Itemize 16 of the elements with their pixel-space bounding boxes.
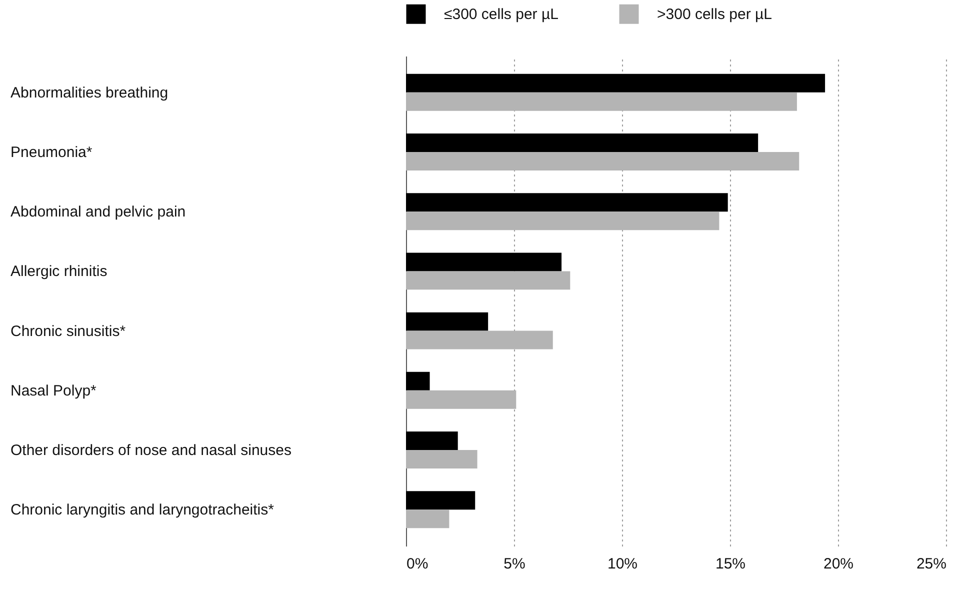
- y-tick-label: Abnormalities breathing: [10, 84, 168, 102]
- x-tick-label: 15%: [715, 556, 746, 572]
- y-tick-label: Abdominal and pelvic pain: [10, 204, 186, 221]
- y-tick-label: Chronic sinusitis*: [10, 322, 126, 340]
- x-tick-label: 10%: [607, 556, 638, 572]
- x-tick-label: 25%: [916, 556, 946, 572]
- y-tick-label: Allergic rhinitis: [10, 263, 108, 280]
- x-tick-label: 20%: [823, 556, 854, 572]
- y-tick-label: Other disorders of nose and nasal sinuses: [10, 442, 292, 460]
- x-tick-label: 5%: [504, 556, 526, 572]
- y-tick-label: Pneumonia*: [10, 144, 92, 161]
- legend-label: ≤300 cells per µL: [444, 6, 558, 24]
- x-tick-label: 0%: [406, 556, 428, 572]
- y-tick-label: Nasal Polyp*: [10, 382, 97, 400]
- y-tick-label: Chronic laryngitis and laryngotracheitis*: [10, 502, 274, 519]
- legend-label: >300 cells per µL: [657, 6, 772, 24]
